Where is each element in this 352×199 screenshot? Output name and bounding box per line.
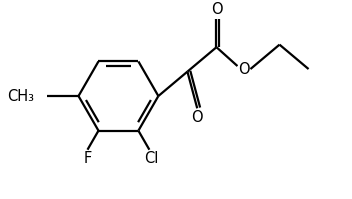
Text: Cl: Cl — [144, 151, 158, 166]
Text: F: F — [83, 151, 92, 166]
Text: O: O — [210, 2, 222, 17]
Text: O: O — [238, 61, 249, 77]
Text: CH₃: CH₃ — [8, 89, 34, 103]
Text: O: O — [191, 110, 203, 125]
